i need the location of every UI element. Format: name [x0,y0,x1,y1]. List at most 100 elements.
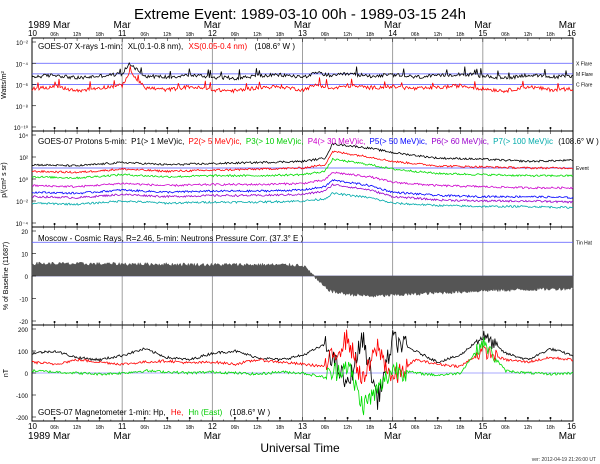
hour-tick-label: 18h [456,32,465,38]
hour-dot [256,223,259,225]
hour-dot [233,417,236,419]
day-tick-label-12: 12 [208,422,217,431]
hour-dot [143,223,146,225]
hour-dot [76,127,79,129]
hour-tick-label: 06h [501,425,510,431]
hour-dot [504,127,507,129]
cosmic-y-tick-label: 0 [25,275,29,281]
day-tick-label-14: 14 [388,422,397,431]
hour-dot [98,321,101,323]
hour-dot [98,223,101,225]
series-p1-line [31,142,574,168]
threshold-label-x-flare: X Flare [576,61,592,67]
hour-dot [504,417,507,419]
threshold-label-m-flare: M Flare [576,72,593,78]
hour-tick-label: 06h [321,32,330,38]
cosmic-panel-label: Moscow - Cosmic Rays, R=2.46, 5-min: Neu… [38,234,304,243]
hour-dot [233,321,236,323]
proton-ylabel: p/(cm² s sr) [1,162,8,197]
day-tick-label-11: 11 [118,422,127,431]
hour-dot [414,321,417,323]
protons-y-tick-label: 10² [19,156,28,162]
hour-dot [369,223,372,225]
hour-tick-label: 18h [276,32,285,38]
hour-dot [436,127,439,129]
threshold-label-tin-hat: Tin Hat [576,240,593,246]
series-neutrons-area [31,261,574,298]
day-tick-label-16: 16 [567,422,576,431]
magnetometer-y-tick-label: 200 [18,328,29,334]
day-tick-label-16: 16 [567,29,576,38]
proton-label-suffix: (108.6° W ) [558,137,599,146]
proton-panel-label: GOES-07 Protons 5-min: P1(> 1 MeV)ic, P2… [38,137,599,146]
xray-label-suffix: (108.6° W ) [254,42,295,51]
hour-dot [76,417,79,419]
hour-dot [436,417,439,419]
protons-y-tick-label: 10⁴ [19,133,29,140]
hour-tick-label: 12h [73,425,82,431]
hour-tick-label: 12h [253,32,262,38]
hour-dot [98,417,101,419]
magnetometer-ylabel: nT [3,368,10,377]
hour-dot [324,321,327,323]
hour-dot [278,417,281,419]
protons-y-tick-label: 10⁻² [16,200,28,206]
magnetometer-y-tick-label: -200 [16,416,29,422]
proton-label-p6: P6(> 60 MeV)ic, [431,137,489,146]
proton-label-p3: P3(> 10 MeV)ic, [246,137,304,146]
hour-tick-label: 06h [411,425,420,431]
hour-dot [324,127,327,129]
hour-tick-label: 18h [186,32,195,38]
hour-dot [53,223,56,225]
proton-label-p4: P4(> 30 MeV)ic, [308,137,366,146]
protons-y-tick-label: 10⁰ [19,177,29,184]
threshold-label-c-flare: C Flare [576,83,593,89]
hour-tick-label: 06h [141,425,150,431]
magnetometer-panel-label: GOES-07 Magnetometer 1-min: Hp, He, Hn (… [38,408,270,417]
xray-y-tick-label: 10⁻⁶ [16,83,29,90]
data-series [31,62,574,416]
hour-tick-label: 06h [411,32,420,38]
hour-dot [233,223,236,225]
cosmic-y-tick-label: -10 [19,298,28,304]
hour-tick-label: 18h [276,425,285,431]
hour-tick-label: 06h [321,425,330,431]
hour-dot [526,321,529,323]
hour-dot [324,223,327,225]
cosmic-y-tick-label: 20 [21,230,28,236]
series-p3-line [31,157,574,180]
hour-dot [188,223,191,225]
day-tick-label-13: 13 [298,29,307,38]
hour-dot [549,321,552,323]
hour-dot [256,417,259,419]
hour-dot [278,127,281,129]
month-label-2: Mar [204,20,222,31]
hour-dot [459,127,462,129]
mag-label-suffix: (108.6° W ) [230,408,271,417]
hour-tick-label: 18h [366,425,375,431]
month-label-2: Mar [204,431,222,442]
x-axis-label: Universal Time [260,441,340,455]
hour-dot [526,223,529,225]
hour-dot [526,127,529,129]
series-xs-line [31,65,574,94]
hour-tick-label: 18h [366,32,375,38]
hour-dot [53,127,56,129]
month-label-4: Mar [384,20,402,31]
hour-dot [256,127,259,129]
hour-tick-label: 12h [163,32,172,38]
hour-dot [166,321,169,323]
hour-tick-label: 12h [163,425,172,431]
month-label-0: 1989 Mar [28,431,71,442]
series-p6-line [31,183,574,204]
mag-label-he: He, [171,408,183,417]
hour-tick-label: 06h [501,32,510,38]
proton-label-p5: P5(> 50 MeV)ic, [370,137,428,146]
xray-y-tick-label: 10⁻¹⁰ [14,125,29,132]
hour-dot [369,127,372,129]
hour-dot [346,223,349,225]
